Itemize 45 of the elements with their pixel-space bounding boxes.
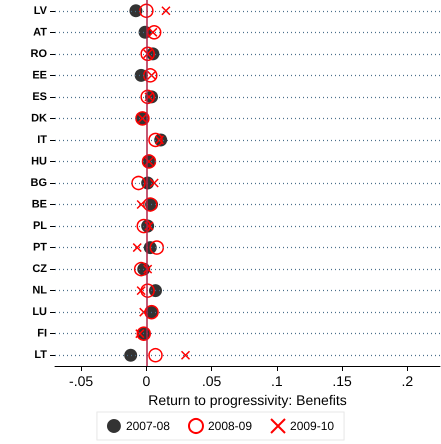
point [138, 307, 148, 317]
y-tick-label: LV [34, 4, 48, 17]
point [139, 4, 154, 18]
x-tick-label: -.05 [69, 373, 94, 389]
point [136, 200, 146, 210]
y-tick-label: PL [32, 220, 48, 232]
y-tick-label: FI [37, 328, 47, 340]
y-tick-label: LU [32, 306, 48, 318]
legend-label: 2009-10 [290, 419, 334, 433]
y-tick-label: NL [32, 284, 48, 297]
y-tick-label: HU [31, 155, 48, 168]
point [140, 90, 155, 104]
point [131, 176, 146, 190]
y-tick-label: BE [32, 198, 47, 211]
x-axis-title: Return to progressivity: Benefits [148, 392, 347, 408]
y-tick-label: IT [37, 134, 48, 146]
y-tick-label: PT [32, 242, 48, 254]
point [148, 348, 163, 362]
point [132, 242, 142, 252]
y-tick-label: CZ [32, 263, 48, 276]
point [124, 348, 138, 362]
point [161, 6, 171, 16]
y-tick-label: LT [34, 349, 48, 362]
point [136, 286, 146, 296]
y-tick-label: ES [32, 90, 47, 103]
y-tick-label: RO [30, 48, 48, 60]
point [148, 132, 163, 148]
y-tick-label: BG [30, 177, 47, 189]
y-tick-label: EE [32, 69, 47, 82]
x-tick-label: 0 [142, 373, 150, 389]
point [146, 25, 162, 40]
x-tick-label: .05 [202, 373, 222, 389]
point [136, 218, 151, 234]
point [150, 240, 164, 255]
legend-label: 2007-08 [126, 419, 170, 433]
point [143, 68, 158, 83]
legend-label: 2008-09 [208, 419, 252, 433]
point [149, 178, 159, 188]
point [180, 350, 190, 360]
x-tick-label: .1 [271, 373, 283, 389]
y-tick-label: AT [33, 26, 48, 38]
y-tick-label: DK [31, 112, 48, 124]
x-tick-label: .15 [332, 373, 352, 389]
x-tick-label: .2 [402, 373, 414, 389]
point [140, 283, 155, 298]
